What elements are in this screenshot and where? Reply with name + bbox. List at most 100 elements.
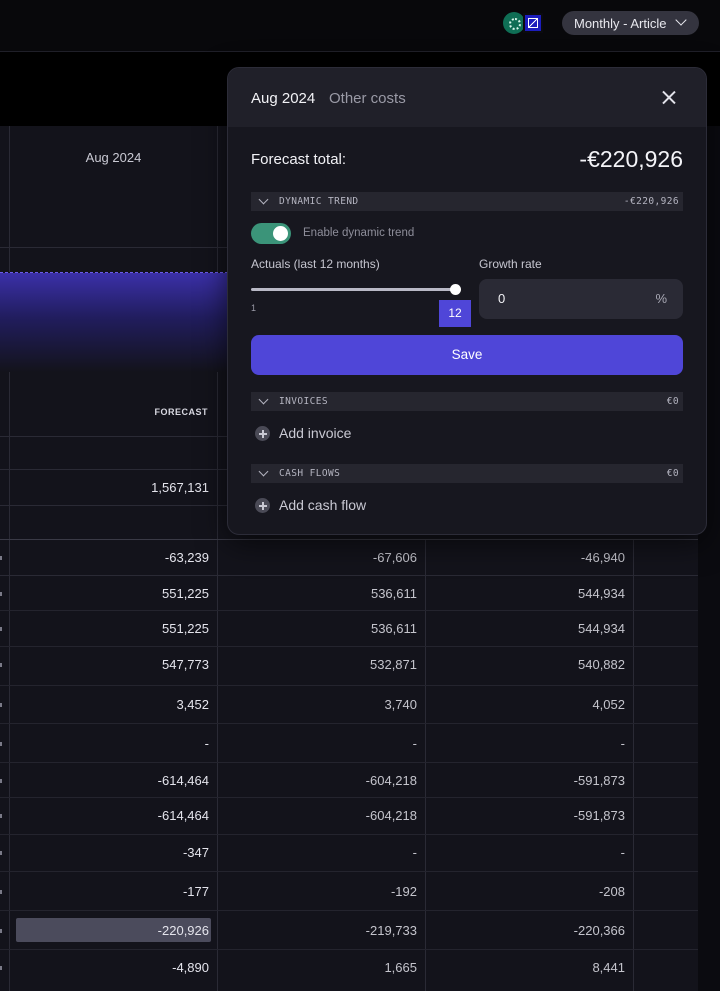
dynamic-trend-toggle[interactable]	[251, 223, 291, 244]
percent-unit: %	[655, 291, 667, 306]
table-cell[interactable]: 544,934	[578, 621, 625, 636]
dynamic-trend-section-header[interactable]: DYNAMIC TREND -€220,926	[251, 192, 683, 211]
globe-bank-icon	[503, 12, 525, 34]
table-cell[interactable]: -347	[182, 845, 209, 860]
table-cell[interactable]: -46,940	[580, 550, 625, 565]
row-marker	[0, 703, 2, 707]
table-cell[interactable]: 1,665	[384, 960, 417, 975]
forecast-area-chart	[0, 272, 228, 372]
growth-rate-input[interactable]: 0 %	[479, 279, 683, 319]
table-cell[interactable]: 3,452	[176, 697, 209, 712]
table-cell[interactable]: -604,218	[365, 773, 417, 788]
table-cell[interactable]: -	[620, 845, 625, 860]
grid-line	[0, 834, 698, 835]
cash-flows-section-header[interactable]: CASH FLOWS €0	[251, 464, 683, 483]
table-cell[interactable]: 3,740	[384, 697, 417, 712]
row-marker	[0, 966, 2, 970]
grid-line	[0, 575, 698, 576]
grid-line	[0, 762, 698, 763]
close-icon[interactable]	[659, 88, 679, 108]
table-cell[interactable]: -177	[182, 884, 209, 899]
table-cell[interactable]: -	[620, 736, 625, 751]
view-select[interactable]: Monthly - Article	[562, 11, 699, 35]
slider-min-label: 1	[251, 303, 257, 313]
table-cell[interactable]: -	[412, 845, 417, 860]
row-marker	[0, 814, 2, 818]
row-marker	[0, 851, 2, 855]
row-marker	[0, 890, 2, 894]
table-cell[interactable]: -614,464	[157, 808, 209, 823]
chevron-down-icon	[258, 194, 269, 205]
forecast-label: FORECAST	[154, 407, 208, 417]
table-cell[interactable]: -219,733	[365, 923, 417, 938]
actuals-slider[interactable]	[251, 288, 455, 291]
row-marker	[0, 929, 2, 933]
section-title: INVOICES	[279, 396, 328, 407]
table-cell[interactable]: -63,239	[164, 550, 209, 565]
table-cell[interactable]: 551,225	[162, 621, 209, 636]
table-cell[interactable]: -604,218	[365, 808, 417, 823]
table-cell[interactable]: 551,225	[162, 586, 209, 601]
table-cell[interactable]: -220,366	[573, 923, 625, 938]
table-cell[interactable]: -220,926	[157, 923, 209, 938]
row-marker	[0, 556, 2, 560]
table-cell[interactable]: -208	[598, 884, 625, 899]
grid-line	[0, 610, 698, 611]
table-cell[interactable]: 8,441	[592, 960, 625, 975]
section-value: -€220,926	[623, 196, 679, 207]
table-cell[interactable]: -4,890	[172, 960, 209, 975]
table-cell[interactable]: -	[204, 736, 209, 751]
popover-header: Aug 2024 Other costs	[228, 68, 706, 127]
grid-divider	[633, 540, 634, 991]
table-cell[interactable]: -67,606	[372, 550, 417, 565]
section-value: €0	[666, 396, 679, 407]
add-invoice-label: Add invoice	[279, 425, 352, 441]
chevron-down-icon	[675, 14, 687, 26]
table-cell[interactable]: 532,871	[370, 657, 417, 672]
grid-divider	[9, 126, 10, 991]
table-cell[interactable]: -	[412, 736, 417, 751]
section-title: DYNAMIC TREND	[279, 196, 359, 207]
plus-icon	[255, 426, 270, 441]
add-cash-flow-label: Add cash flow	[279, 497, 367, 513]
row-marker	[0, 742, 2, 746]
selected-cell-highlight	[16, 918, 211, 942]
table-cell[interactable]: 547,773	[162, 657, 209, 672]
row-marker	[0, 592, 2, 596]
grid-divider	[217, 126, 218, 991]
row-marker	[0, 627, 2, 631]
bank-icons[interactable]	[503, 12, 543, 34]
section-value: €0	[666, 468, 679, 479]
grid-divider	[425, 540, 426, 991]
grid-line	[0, 871, 698, 872]
plus-icon	[255, 498, 270, 513]
grid-line	[0, 797, 698, 798]
forecast-total-value: -€220,926	[579, 146, 683, 172]
table-cell[interactable]: -614,464	[157, 773, 209, 788]
view-select-label: Monthly - Article	[574, 15, 667, 31]
growth-rate-value: 0	[498, 291, 506, 306]
table-cell[interactable]: 544,934	[578, 586, 625, 601]
save-button[interactable]: Save	[251, 335, 683, 375]
table-cell[interactable]: 536,611	[370, 621, 417, 636]
column-header-month: Aug 2024	[85, 150, 142, 165]
forecast-total-label: Forecast total:	[251, 151, 347, 168]
toggle-label: Enable dynamic trend	[303, 227, 415, 239]
grid-line	[0, 539, 698, 540]
slider-handle[interactable]	[450, 284, 461, 295]
section-title: CASH FLOWS	[279, 468, 341, 479]
growth-rate-label: Growth rate	[479, 257, 542, 271]
table-cell[interactable]: 540,882	[578, 657, 625, 672]
table-cell[interactable]: 536,611	[370, 586, 417, 601]
table-cell[interactable]: -192	[390, 884, 417, 899]
chevron-down-icon	[258, 466, 269, 477]
popover-month: Aug 2024	[251, 90, 316, 107]
summary-cell[interactable]: 1,567,131	[151, 480, 209, 495]
blue-square-bank-icon	[523, 13, 543, 33]
chevron-down-icon	[258, 394, 269, 405]
invoices-section-header[interactable]: INVOICES €0	[251, 392, 683, 411]
table-cell[interactable]: -591,873	[573, 808, 625, 823]
table-cell[interactable]: 4,052	[592, 697, 625, 712]
row-marker	[0, 663, 2, 667]
table-cell[interactable]: -591,873	[573, 773, 625, 788]
